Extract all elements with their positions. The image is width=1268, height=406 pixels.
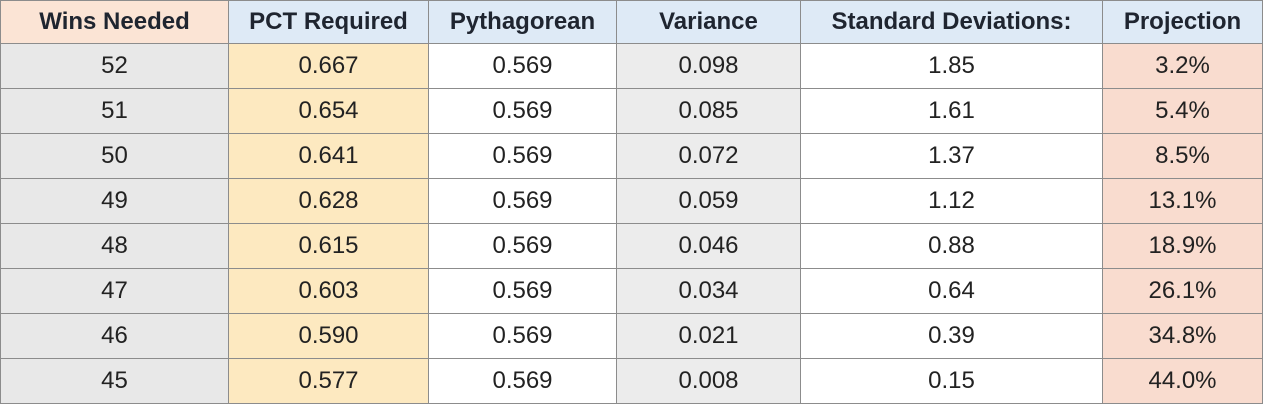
table-cell: 46: [0, 313, 229, 359]
table-cell: 18.9%: [1102, 223, 1263, 269]
table-cell: 50: [0, 133, 229, 179]
table-row: 48 0.615 0.569 0.046 0.88 18.9%: [0, 223, 1263, 269]
table-cell: 3.2%: [1102, 43, 1263, 89]
table-cell: 0.046: [616, 223, 801, 269]
table-cell: 0.15: [800, 358, 1103, 404]
table-cell: 0.64: [800, 268, 1103, 314]
table-cell: 47: [0, 268, 229, 314]
column-header: PCT Required: [228, 0, 429, 44]
table-cell: 0.569: [428, 88, 617, 134]
table-cell: 0.577: [228, 358, 429, 404]
table-cell: 0.034: [616, 268, 801, 314]
table-cell: 0.569: [428, 268, 617, 314]
table-row: 45 0.577 0.569 0.008 0.15 44.0%: [0, 358, 1263, 404]
table-cell: 0.098: [616, 43, 801, 89]
table-row: 47 0.603 0.569 0.034 0.64 26.1%: [0, 268, 1263, 314]
table-cell: 5.4%: [1102, 88, 1263, 134]
table-cell: 0.615: [228, 223, 429, 269]
table-cell: 0.654: [228, 88, 429, 134]
table-body: 52 0.667 0.569 0.098 1.85 3.2% 51 0.654 0.569 0.0…: [0, 43, 1263, 404]
column-header: Standard Deviations:: [800, 0, 1103, 44]
table-cell: 0.008: [616, 358, 801, 404]
table-cell: 0.059: [616, 178, 801, 224]
table-cell: 0.085: [616, 88, 801, 134]
table-cell: 0.569: [428, 178, 617, 224]
table-cell: 0.590: [228, 313, 429, 359]
table-row: 49 0.628 0.569 0.059 1.12 13.1%: [0, 178, 1263, 224]
header-row: Wins Needed PCT Required Pythagorean Varian…: [0, 0, 1263, 44]
table-cell: 0.569: [428, 133, 617, 179]
table-cell: 0.072: [616, 133, 801, 179]
table-cell: 48: [0, 223, 229, 269]
table-cell: 0.021: [616, 313, 801, 359]
table-cell: 0.569: [428, 223, 617, 269]
table-cell: 0.569: [428, 358, 617, 404]
table-cell: 8.5%: [1102, 133, 1263, 179]
table-cell: 34.8%: [1102, 313, 1263, 359]
table-cell: 0.628: [228, 178, 429, 224]
column-header: Pythagorean: [428, 0, 617, 44]
table-cell: 13.1%: [1102, 178, 1263, 224]
table-cell: 49: [0, 178, 229, 224]
column-header: Variance: [616, 0, 801, 44]
table-cell: 52: [0, 43, 229, 89]
table-row: 46 0.590 0.569 0.021 0.39 34.8%: [0, 313, 1263, 359]
column-header: Projection: [1102, 0, 1263, 44]
table-cell: 0.39: [800, 313, 1103, 359]
column-header: Wins Needed: [0, 0, 229, 44]
table-cell: 1.12: [800, 178, 1103, 224]
table-cell: 45: [0, 358, 229, 404]
table-row: 51 0.654 0.569 0.085 1.61 5.4%: [0, 88, 1263, 134]
table-cell: 0.569: [428, 43, 617, 89]
table-cell: 44.0%: [1102, 358, 1263, 404]
table-cell: 1.37: [800, 133, 1103, 179]
table-cell: 1.61: [800, 88, 1103, 134]
table-cell: 0.641: [228, 133, 429, 179]
table-cell: 0.569: [428, 313, 617, 359]
table-cell: 26.1%: [1102, 268, 1263, 314]
table-row: 50 0.641 0.569 0.072 1.37 8.5%: [0, 133, 1263, 179]
table-row: 52 0.667 0.569 0.098 1.85 3.2%: [0, 43, 1263, 89]
table-cell: 0.603: [228, 268, 429, 314]
table-cell: 0.667: [228, 43, 429, 89]
table-cell: 1.85: [800, 43, 1103, 89]
table-cell: 0.88: [800, 223, 1103, 269]
table-cell: 51: [0, 88, 229, 134]
